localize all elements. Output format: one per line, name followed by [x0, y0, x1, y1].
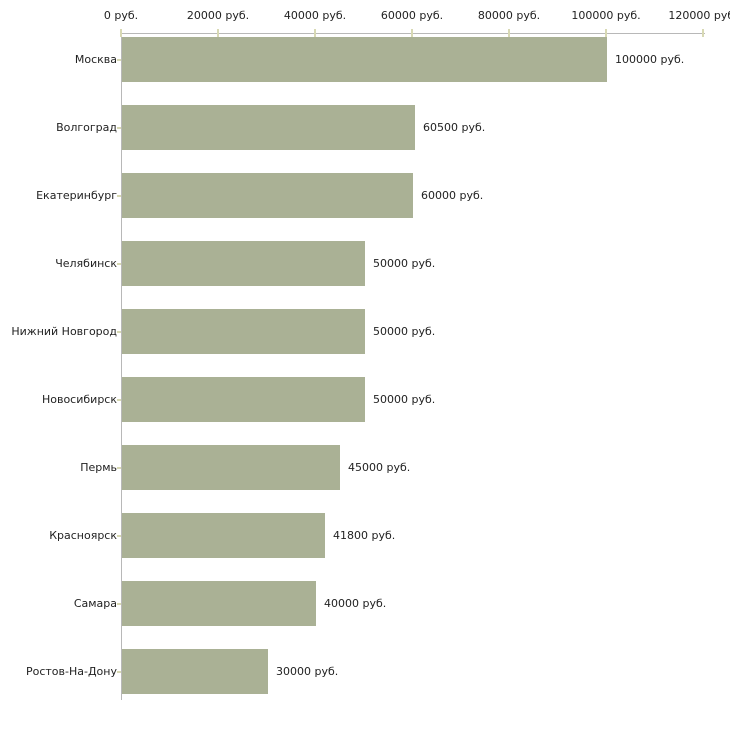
- value-label: 60500 руб.: [423, 120, 486, 134]
- value-label: 50000 руб.: [373, 392, 436, 406]
- x-tick-label: 120000 руб.: [668, 9, 730, 22]
- bar: [122, 445, 340, 490]
- y-tick-mark: [117, 534, 121, 537]
- category-label: Москва: [74, 52, 117, 66]
- x-tick-label: 60000 руб.: [380, 9, 444, 22]
- value-label: 50000 руб.: [373, 256, 436, 270]
- y-tick-mark: [117, 602, 121, 605]
- category-label: Самара: [73, 596, 117, 610]
- x-tick-mark: [702, 29, 704, 37]
- bar: [122, 241, 365, 286]
- x-axis-line: [121, 33, 705, 34]
- category-label: Ростов-На-Дону: [25, 664, 117, 678]
- value-label: 50000 руб.: [373, 324, 436, 338]
- x-tick-mark: [411, 29, 413, 37]
- bar: [122, 513, 325, 558]
- x-tick-mark: [120, 29, 122, 37]
- value-label: 40000 руб.: [324, 596, 387, 610]
- category-label: Нижний Новгород: [11, 324, 117, 338]
- x-tick-label: 80000 руб.: [477, 9, 541, 22]
- value-label: 45000 руб.: [348, 460, 411, 474]
- y-tick-mark: [117, 126, 121, 129]
- category-label: Пермь: [80, 460, 117, 474]
- category-label: Новосибирск: [41, 392, 117, 406]
- bar: [122, 173, 413, 218]
- bar: [122, 105, 415, 150]
- value-label: 41800 руб.: [333, 528, 396, 542]
- bar: [122, 377, 365, 422]
- y-tick-mark: [117, 670, 121, 673]
- bar: [122, 37, 607, 82]
- x-tick-label: 0 руб.: [103, 9, 139, 22]
- y-axis-line: [121, 33, 122, 700]
- category-label: Екатеринбург: [36, 188, 117, 202]
- bar: [122, 581, 316, 626]
- x-tick-mark: [314, 29, 316, 37]
- y-tick-mark: [117, 466, 121, 469]
- value-label: 60000 руб.: [421, 188, 484, 202]
- y-tick-mark: [117, 194, 121, 197]
- bar: [122, 649, 268, 694]
- category-label: Челябинск: [55, 256, 117, 270]
- x-tick-mark: [217, 29, 219, 37]
- bar: [122, 309, 365, 354]
- x-tick-mark: [508, 29, 510, 37]
- value-label: 100000 руб.: [615, 52, 685, 66]
- category-label: Красноярск: [49, 528, 117, 542]
- x-tick-label: 100000 руб.: [571, 9, 641, 22]
- y-tick-mark: [117, 262, 121, 265]
- value-label: 30000 руб.: [276, 664, 339, 678]
- x-tick-mark: [605, 29, 607, 37]
- y-tick-mark: [117, 58, 121, 61]
- x-tick-label: 40000 руб.: [283, 9, 347, 22]
- y-tick-mark: [117, 330, 121, 333]
- x-tick-label: 20000 руб.: [186, 9, 250, 22]
- y-tick-mark: [117, 398, 121, 401]
- category-label: Волгоград: [56, 120, 117, 134]
